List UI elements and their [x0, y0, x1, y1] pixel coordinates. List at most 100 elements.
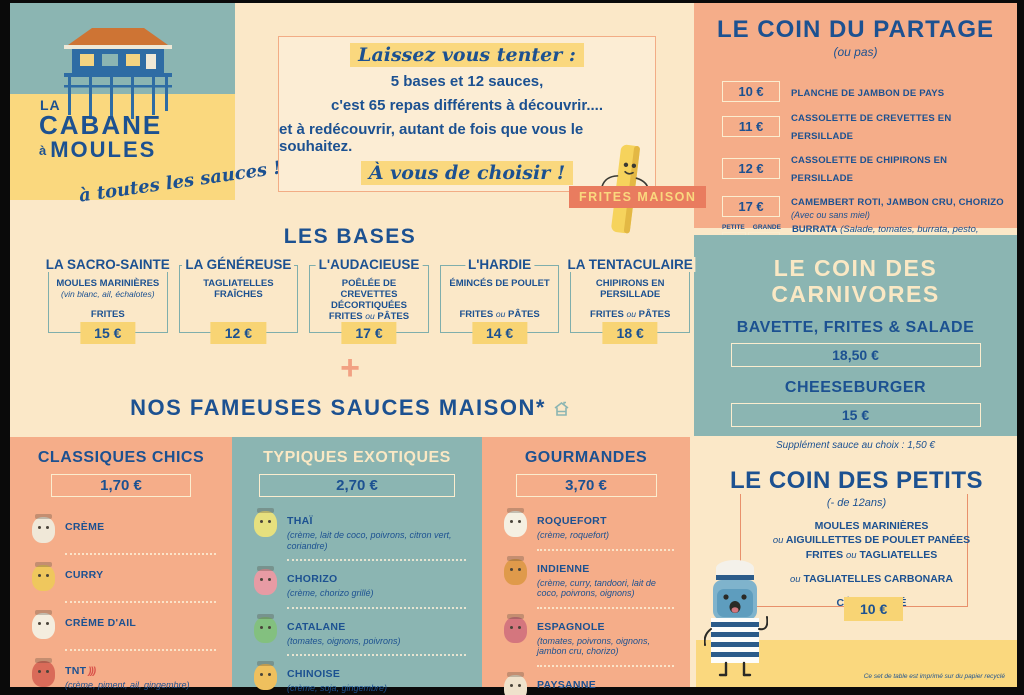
intro-line-3: et à redécouvrir, autant de fois que vou…: [279, 121, 584, 155]
intro-script-bottom: À vous de choisir !: [360, 161, 574, 185]
card-title: LA TENTACULAIRE: [564, 257, 696, 272]
base-card: LA GÉNÉREUSE TAGLIATELLES FRAÎCHES 12 €: [178, 257, 299, 344]
sauce-item: ROQUEFORT (crème, roquefort): [504, 508, 674, 541]
sauce-list: THAÏ (crème, lait de coco, poivrons, cit…: [254, 508, 466, 694]
intro-line-1: 5 bases et 12 sauces,: [390, 73, 544, 90]
plus-sign: +: [340, 349, 360, 387]
sauce-item: TNT ))) (crème, piment, ail, gingembre): [32, 658, 216, 691]
card-price-tag: 12 €: [210, 322, 267, 344]
size-label-petite: PETITE: [722, 224, 745, 231]
sauce-list: ROQUEFORT (crème, roquefort) INDIENNE (c…: [504, 508, 674, 695]
card-price-tag: 18 €: [602, 322, 658, 344]
sauce-item: CATALANE (tomates, oignons, poivrons): [254, 613, 466, 647]
price-box: 10 €: [722, 81, 780, 102]
section-title: GOURMANDES: [524, 449, 648, 466]
sauce-name: INDIENNE: [537, 562, 590, 575]
frites-maison-badge: FRITES MAISON: [569, 186, 707, 208]
logo-yellow-panel: [10, 94, 235, 200]
partage-item: 17 € CAMEMBERT ROTI, JAMBON CRU, CHORIZO…: [722, 192, 1007, 220]
card-title: LA SACRO-SAINTE: [42, 257, 173, 272]
card-description: MOULES MARINIÈRES: [56, 278, 160, 289]
sauce-name: ROQUEFORT: [537, 515, 607, 527]
partage-list: 10 € PLANCHE DE JAMBON DE PAYS 11 € CASS…: [722, 81, 1007, 220]
card-price-tag: 15 €: [80, 322, 136, 344]
price-box: 17 €: [722, 195, 780, 217]
section-petits: LE COIN DES PETITS (- de 12ans) MOULES M…: [696, 437, 1017, 687]
card-price-tag: 14 €: [471, 322, 528, 344]
sailor-mussel-mascot-icon: [704, 560, 768, 677]
petits-menu-line: MOULES MARINIÈRES: [814, 520, 929, 532]
carnivores-footnote: Supplément sauce au choix : 1,50 €: [776, 440, 935, 451]
menu-page: LA CABANE àMOULES à toutes les sauces ! …: [10, 3, 1017, 695]
dotted-separator: [537, 548, 674, 551]
sauce-desc: (crème, curry, tandoori, lait de coco, p…: [537, 577, 656, 599]
price-box: 15 €: [730, 403, 981, 427]
sauce-name: PAYSANNE: [537, 678, 597, 691]
card-description: POÊLÉE DE CREVETTES DÉCORTIQUÉES: [330, 278, 407, 311]
partage-subtitle: (ou pas): [833, 45, 878, 59]
bases-title: LES BASES: [283, 225, 417, 248]
sauce-item: THAÏ (crème, lait de coco, poivrons, cit…: [254, 508, 466, 551]
carnivores-title: LE COIN DES CARNIVORES: [771, 255, 940, 307]
cabin-on-stilts-icon: [64, 28, 172, 119]
petits-lines: MOULES MARINIÈRES ou AIGUILLETTES DE POU…: [750, 519, 993, 610]
sauce-name: CRÈME: [65, 521, 105, 533]
logo-word-cabane: CABANE: [39, 110, 163, 140]
dotted-separator: [65, 553, 216, 555]
partage-title: LE COIN DU PARTAGE: [716, 16, 995, 43]
section-sauces-typiques: TYPIQUES EXOTIQUES 2,70 € THAÏ (crème, l…: [232, 437, 482, 693]
sauce-character-icon: [504, 555, 527, 585]
carnivores-list: BAVETTE, FRITES & SALADE 18,50 € CHEESEB…: [694, 319, 1017, 427]
sauce-name: CHINOISE: [287, 668, 341, 680]
dotted-separator: [65, 649, 216, 651]
sauces-title: NOS FAMEUSES SAUCES MAISON*: [10, 395, 690, 421]
sauce-item: INDIENNE (crème, curry, tandoori, lait d…: [504, 555, 674, 599]
base-card: L'AUDACIEUSE POÊLÉE DE CREVETTES DÉCORTI…: [309, 257, 429, 344]
card-serving: FRITES ou PÂTES: [328, 311, 410, 322]
card-serving: FRITES: [90, 309, 125, 320]
section-sauces-classiques: CLASSIQUES CHICS 1,70 € CRÈME: [10, 437, 232, 690]
dotted-separator: [287, 559, 466, 561]
intro-box: Laissez vous tenter : 5 bases et 12 sauc…: [278, 36, 656, 192]
bases-cards: LA SACRO-SAINTE MOULES MARINIÈRES (vin b…: [42, 257, 696, 344]
card-title: L'HARDIE: [464, 257, 535, 272]
section-sauces-gourmandes: GOURMANDES 3,70 € ROQUEFORT (crème, roqu…: [482, 437, 690, 695]
recycled-paper-note: Ce set de table est imprimé sur du papie…: [863, 673, 1005, 680]
item-note: (Avec ou sans miel): [791, 210, 870, 220]
sauce-item: CHINOISE (crème, soja, gingembre): [254, 661, 466, 694]
base-card: LA TENTACULAIRE CHIPIRONS EN PERSILLADE …: [564, 257, 696, 344]
item-label: BURRATA: [791, 224, 838, 235]
base-card: LA SACRO-SAINTE MOULES MARINIÈRES (vin b…: [42, 257, 173, 344]
sauce-character-icon: [254, 613, 277, 643]
dotted-separator: [65, 601, 216, 603]
sauce-item: CHORIZO (crème, chorizo grillé): [254, 566, 466, 599]
sauce-character-icon: [254, 661, 277, 690]
sauce-name: ESPAGNOLE: [537, 620, 605, 633]
sauce-item: PAYSANNE (crème, oignons, lardons): [504, 671, 674, 695]
sauce-item: CRÈME D'AIL: [32, 610, 216, 639]
dotted-separator: [287, 606, 466, 609]
partage-item: 10 € PLANCHE DE JAMBON DE PAYS: [722, 81, 1007, 102]
base-card: L'HARDIE ÉMINCÉS DE POULET FRITES ou PÂT…: [439, 257, 560, 344]
sauce-desc: (crème, oignons, lardons): [537, 694, 674, 695]
card-title: L'AUDACIEUSE: [315, 257, 423, 272]
size-label-grande: GRANDE: [752, 224, 781, 231]
sauce-desc: (crème, lait de coco, poivrons, citron v…: [287, 530, 452, 551]
chili-marks-icon: ))): [86, 666, 96, 677]
sauce-list: CRÈME CURRY: [32, 514, 216, 691]
sauce-name: CRÈME D'AIL: [65, 617, 137, 629]
sauce-desc: (crème, roquefort): [537, 530, 610, 540]
house-icon: [554, 401, 569, 416]
carnivores-item: BAVETTE, FRITES & SALADE 18,50 €: [694, 319, 1017, 367]
sauce-name: THAÏ: [287, 515, 313, 527]
section-title: CLASSIQUES CHICS: [37, 449, 205, 466]
petits-menu-line: ou TAGLIATELLES CARBONARA: [790, 573, 953, 585]
card-serving: FRITES ou PÂTES: [590, 309, 671, 320]
sauce-item: ESPAGNOLE (tomates, poivrons, oignons, j…: [504, 613, 674, 657]
sauce-character-icon: [32, 658, 55, 687]
petits-price-tag: 10 €: [844, 597, 904, 621]
logo-word-la: LA: [40, 97, 61, 113]
sauce-character-icon: [32, 562, 55, 591]
item-label: CAMEMBERT ROTI, JAMBON CRU, CHORIZO: [791, 197, 1004, 208]
